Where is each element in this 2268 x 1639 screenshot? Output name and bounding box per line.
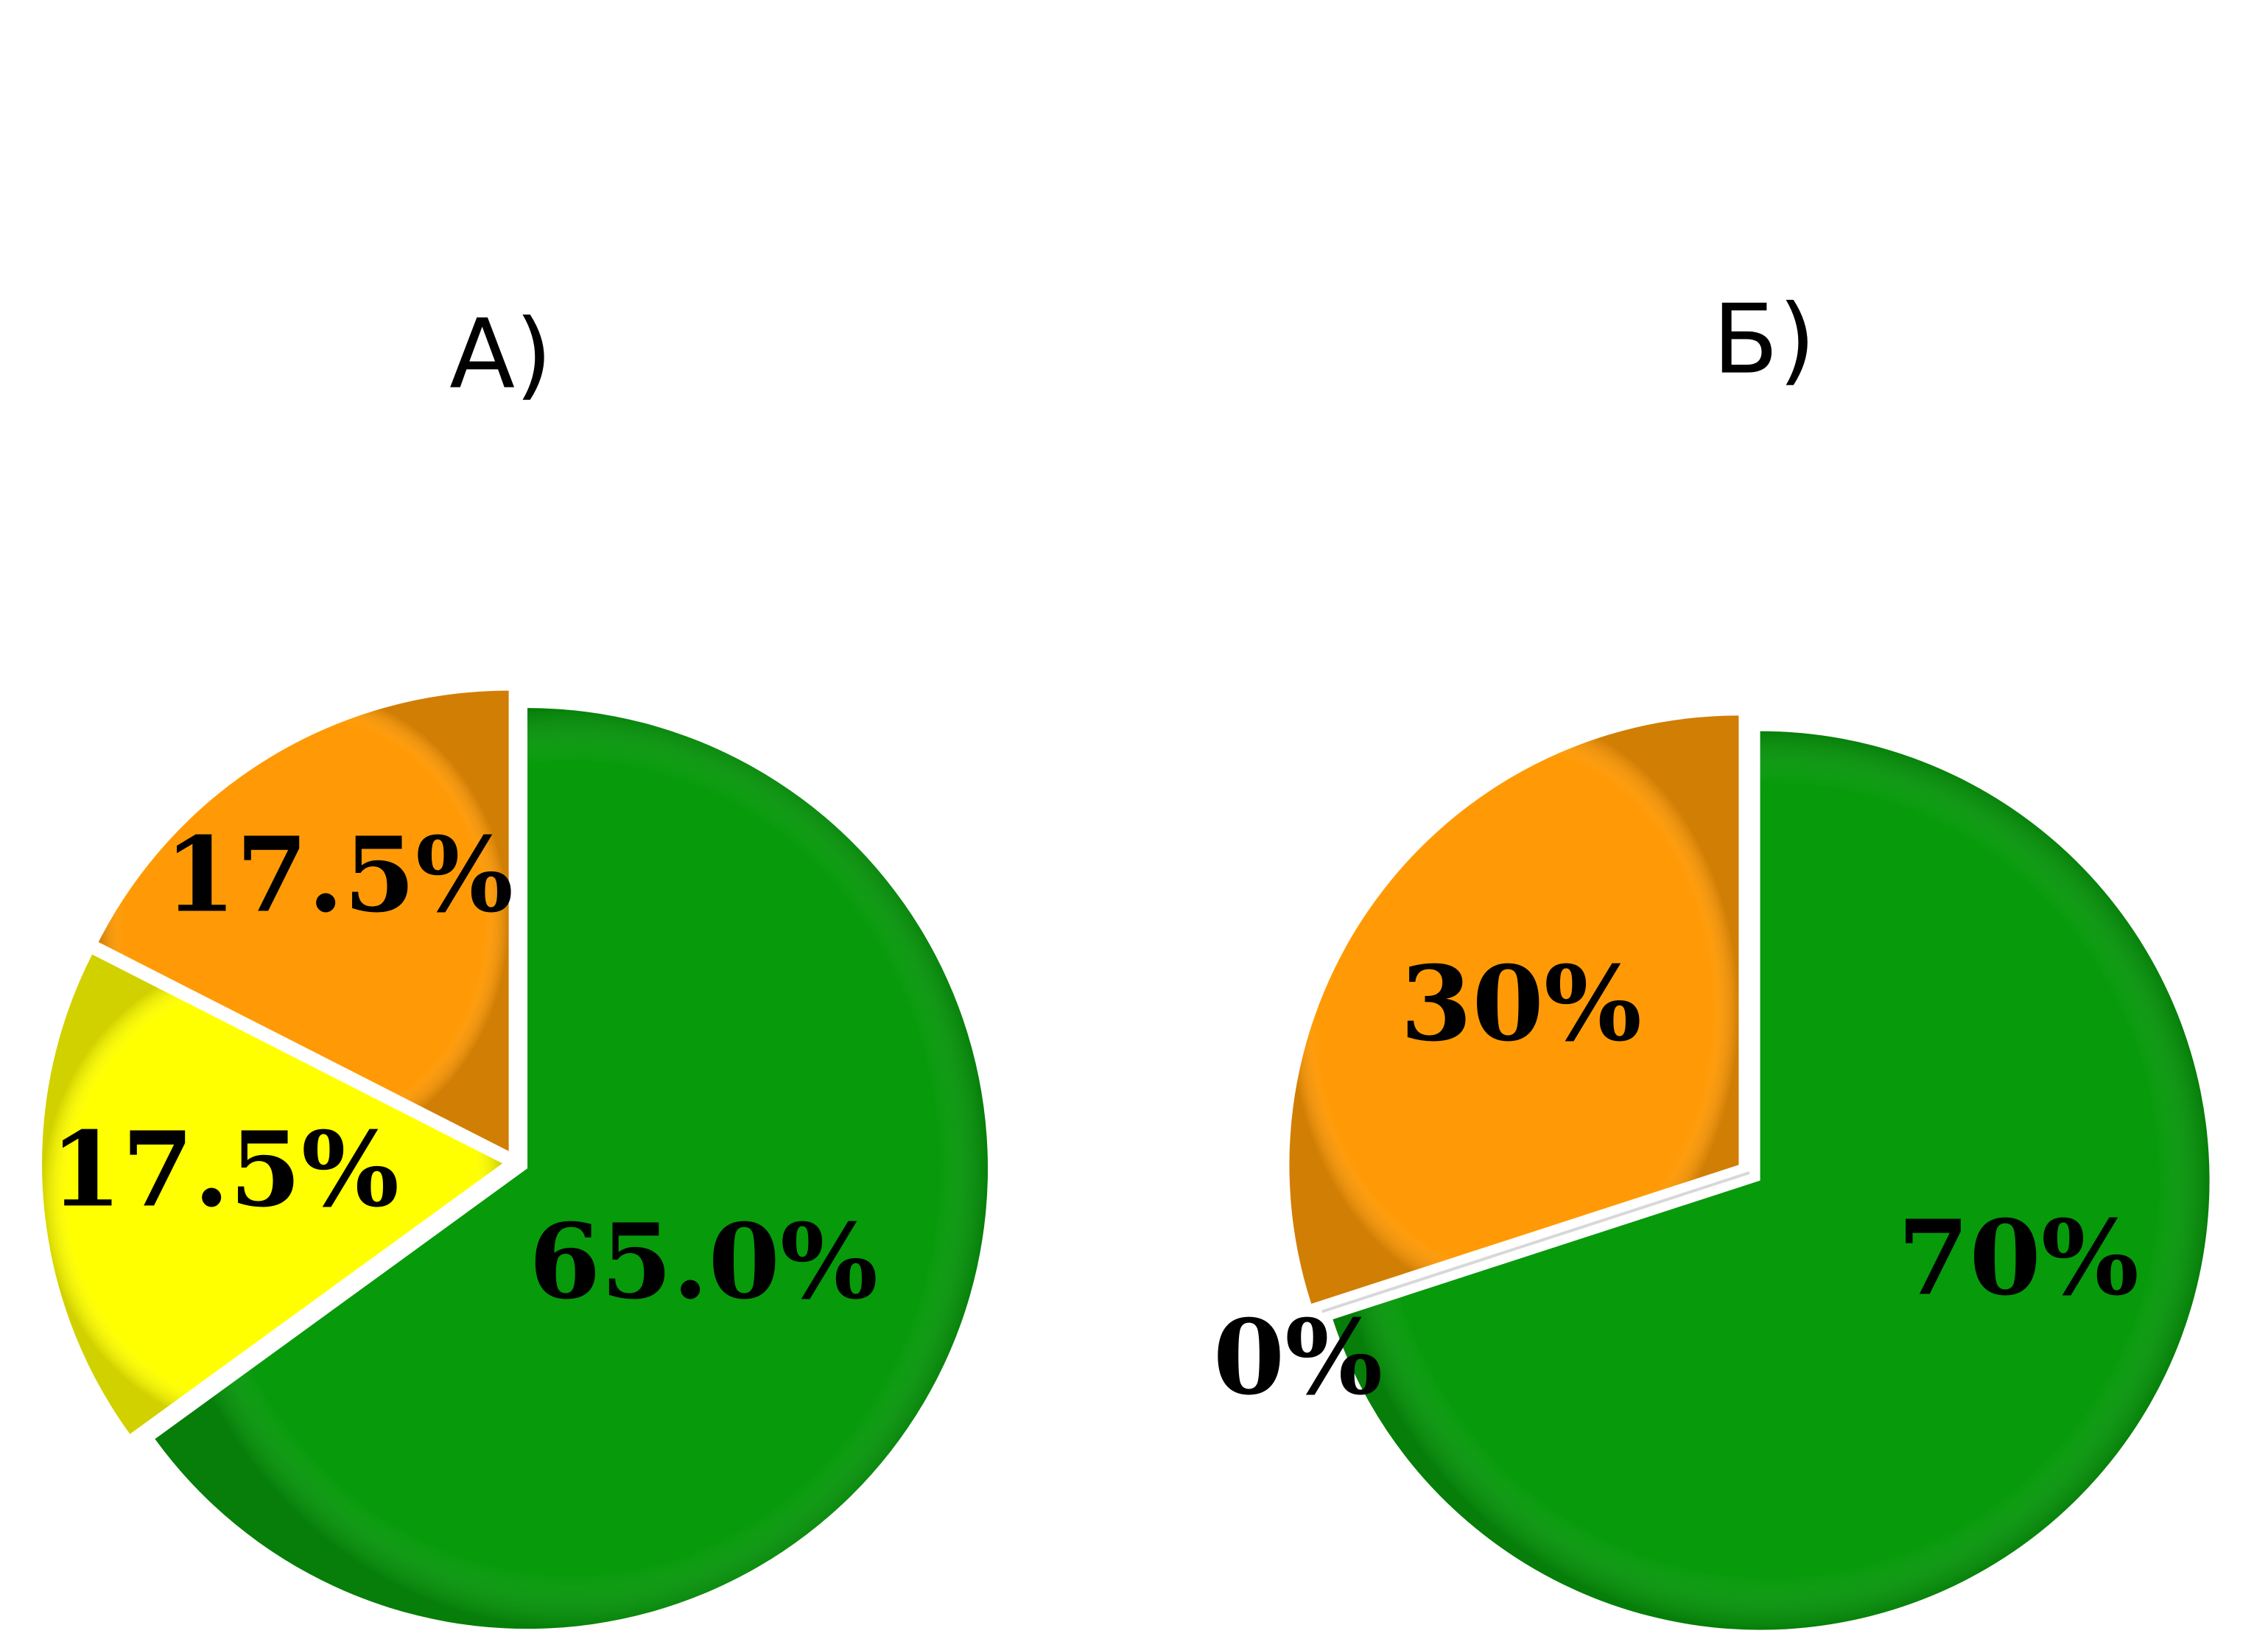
chart-b-title: Б) [1713, 284, 1816, 396]
pie-a-slice-yellow-bevel [42, 954, 503, 1434]
pie-b-slice-green-bevel [1333, 731, 2210, 1630]
pie-b-slices [1289, 715, 2210, 1630]
chart-a-title: А) [449, 298, 552, 410]
pie-b-labels: 70% 0% 30% [1213, 944, 2139, 1419]
pie-a-slice-orange-bevel [98, 690, 509, 1151]
pie-a-slice-green-bevel [155, 708, 989, 1629]
pie-a-label-yellow: 17.5% [50, 1110, 399, 1231]
pie-chart-b: Б) 70% 0% 30% [1213, 284, 2210, 1630]
pie-b-slice-yellow [1321, 1171, 1750, 1313]
pie-b-label-yellow: 0% [1213, 1298, 1383, 1419]
pie-b-slice-orange-bevel [1289, 715, 1739, 1304]
pie-a-label-orange: 17.5% [164, 815, 513, 936]
pie-b-label-orange: 30% [1400, 944, 1642, 1065]
pie-b-label-green: 70% [1897, 1198, 2139, 1319]
pie-a-label-green: 65.0% [529, 1202, 878, 1323]
pie-chart-a: А) 65.0% 17.5% 17.5% [42, 298, 989, 1629]
pie-a-slices [42, 690, 989, 1629]
pie-a-labels: 65.0% 17.5% 17.5% [50, 815, 878, 1323]
